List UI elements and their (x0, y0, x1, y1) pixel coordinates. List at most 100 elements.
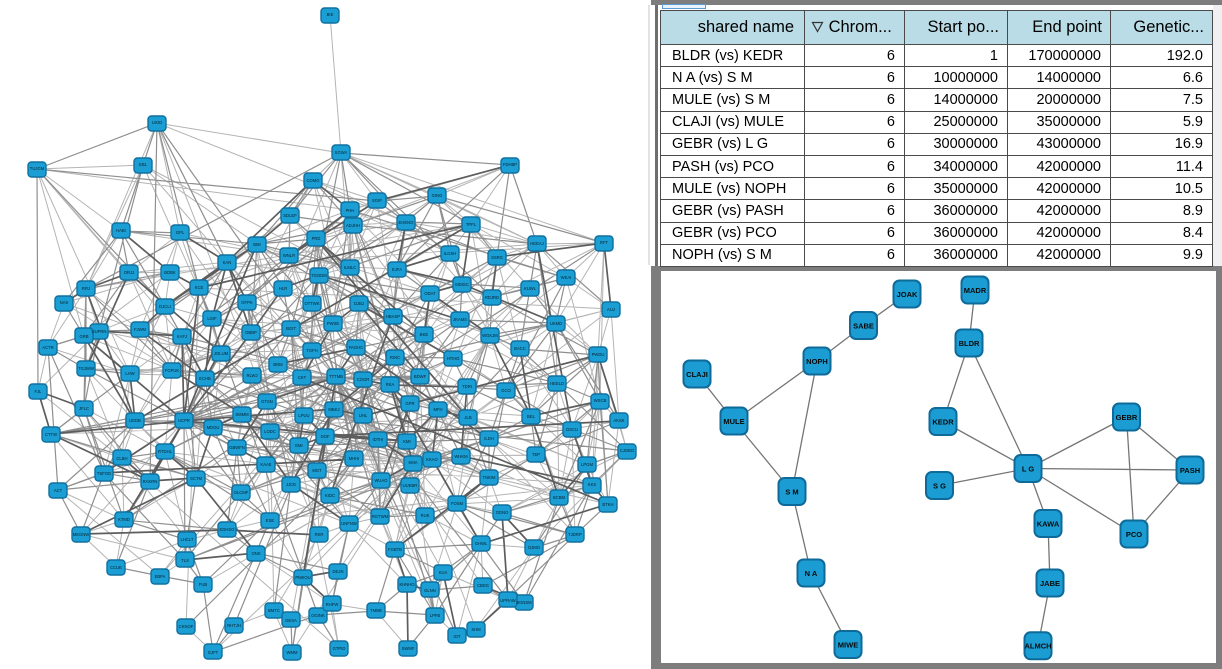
svg-text:GPR: GPR (405, 401, 414, 406)
svg-text:N A: N A (805, 569, 818, 578)
svg-text:DSCU: DSCU (566, 427, 578, 432)
svg-text:SGWA: SGWA (335, 150, 348, 155)
svg-text:OTTWK: OTTWK (304, 301, 319, 306)
svg-text:RHTJH: RHTJH (227, 623, 241, 628)
svg-text:OJMO: OJMO (528, 545, 541, 550)
svg-text:GING: GING (432, 193, 443, 198)
svg-text:AKSK: AKSK (613, 418, 624, 423)
svg-text:JKAMS: JKAMS (453, 317, 467, 322)
svg-text:LODC: LODC (264, 429, 276, 434)
svg-text:HTIHD: HTIHD (447, 356, 460, 361)
svg-text:BDBK: BDBK (164, 270, 176, 275)
svg-text:ORJJ: ORJJ (124, 270, 134, 275)
svg-text:BCBM: BCBM (553, 495, 566, 500)
svg-text:CTTW: CTTW (45, 432, 57, 437)
svg-text:TPFL: TPFL (466, 222, 477, 227)
svg-text:WEAI: WEAI (561, 275, 572, 280)
svg-text:DJBJ: DJBJ (354, 301, 364, 306)
svg-text:TJDRP: TJDRP (568, 532, 582, 537)
svg-text:ONS: ONS (251, 551, 260, 556)
svg-text:NAS: NAS (60, 300, 69, 305)
svg-text:SHM: SHM (471, 627, 481, 632)
svg-text:GTPID: GTPID (333, 646, 346, 651)
svg-text:DJCLI: DJCLI (159, 304, 171, 309)
svg-text:GEBR: GEBR (1116, 413, 1138, 422)
svg-text:CKT: CKT (298, 375, 307, 380)
svg-text:PAGHC: PAGHC (349, 345, 364, 350)
svg-text:EJFA: EJFA (392, 267, 402, 272)
svg-text:ODNO: ODNO (496, 510, 509, 515)
svg-text:KEDR: KEDR (932, 417, 954, 426)
svg-text:GHWL: GHWL (475, 541, 488, 546)
svg-text:KUWL: KUWL (524, 286, 537, 291)
svg-text:PCO: PCO (1126, 530, 1142, 539)
svg-text:KMA: KMA (408, 460, 417, 465)
svg-text:TTTMB: TTTMB (329, 374, 343, 379)
svg-text:LGIF: LGIF (207, 316, 217, 321)
svg-text:TGJWW: TGJWW (78, 366, 94, 371)
svg-text:AUJ: AUJ (607, 307, 615, 312)
svg-text:BMTC: BMTC (268, 608, 280, 613)
svg-text:TUJGM: TUJGM (30, 166, 45, 171)
svg-text:GPL: GPL (176, 230, 185, 235)
svg-text:S G: S G (933, 481, 946, 490)
svg-text:SGIP: SGIP (372, 198, 382, 203)
svg-text:EHENO: EHENO (399, 220, 415, 225)
svg-text:RKR: RKR (315, 532, 324, 537)
svg-text:CLAJI: CLAJI (686, 370, 708, 379)
svg-text:ADJHH: ADJHH (346, 223, 360, 228)
svg-text:TNEIM: TNEIM (482, 475, 496, 480)
svg-text:SCTM: SCTM (190, 476, 202, 481)
svg-text:KCE: KCE (195, 285, 204, 290)
svg-text:PWSE: PWSE (327, 321, 340, 326)
svg-text:BKE: BKE (420, 332, 429, 337)
svg-text:BGIT: BGIT (286, 326, 296, 331)
svg-text:IOT: IOT (454, 634, 461, 639)
svg-text:KTMD: KTMD (118, 517, 130, 522)
svg-text:TDRI: TDRI (462, 384, 472, 389)
svg-text:CLBH: CLBH (116, 456, 127, 461)
svg-text:WSCB: WSCB (594, 398, 607, 403)
svg-text:KAWA: KAWA (1037, 519, 1060, 528)
svg-text:UUPRN: UUPRN (92, 329, 107, 334)
svg-text:MHHI: MHHI (349, 456, 360, 461)
svg-text:COMG: COMG (306, 178, 319, 183)
svg-text:EMI: EMI (295, 443, 302, 448)
svg-text:TSFOD: TSFOD (97, 471, 111, 476)
svg-text:FUB: FUB (199, 582, 208, 587)
svg-text:FDHBP: FDHBP (503, 162, 517, 167)
svg-text:KMI: KMI (403, 439, 410, 444)
svg-text:BLDR: BLDR (959, 339, 980, 348)
svg-text:MDOU: MDOU (207, 425, 220, 430)
svg-text:ACT: ACT (54, 488, 63, 493)
svg-text:TEP: TEP (532, 452, 540, 457)
svg-text:FJWM: FJWM (134, 327, 147, 332)
svg-text:RGTWM: RGTWM (372, 514, 389, 519)
svg-text:CBDG: CBDG (477, 583, 489, 588)
svg-text:ODAT: ODAT (424, 291, 436, 296)
svg-text:BTKH: BTKH (602, 502, 613, 507)
svg-text:JJCE: JJCE (286, 482, 296, 487)
svg-text:ESE: ESE (266, 518, 275, 523)
svg-text:MEGNW: MEGNW (73, 532, 90, 537)
svg-text:FOSM: FOSM (451, 501, 464, 506)
svg-text:ALMCH: ALMCH (1024, 642, 1051, 651)
svg-text:RRJ: RRJ (82, 286, 90, 291)
svg-text:SWMF: SWMF (402, 646, 415, 651)
svg-text:MBKJ: MBKJ (328, 407, 339, 412)
svg-text:LPFB: LPFB (430, 613, 441, 618)
svg-text:KAAE: KAAE (260, 462, 271, 467)
svg-text:GTSN: GTSN (261, 399, 273, 404)
svg-text:OGINK: OGINK (311, 613, 325, 618)
svg-text:IDTHI: IDTHI (373, 437, 384, 442)
svg-text:CKNOF: CKNOF (179, 624, 194, 629)
svg-text:BACC: BACC (514, 346, 526, 351)
svg-text:LHW: LHW (125, 371, 134, 376)
svg-text:GESA: GESA (285, 618, 297, 623)
svg-text:ACTR: ACTR (42, 345, 53, 350)
svg-text:KHNHO: KHNHO (399, 582, 415, 587)
svg-text:CCUE: CCUE (110, 565, 122, 570)
svg-text:BDWF: BDWF (414, 374, 427, 379)
svg-text:BEL: BEL (527, 414, 536, 419)
svg-text:ILMLC: ILMLC (344, 265, 356, 270)
